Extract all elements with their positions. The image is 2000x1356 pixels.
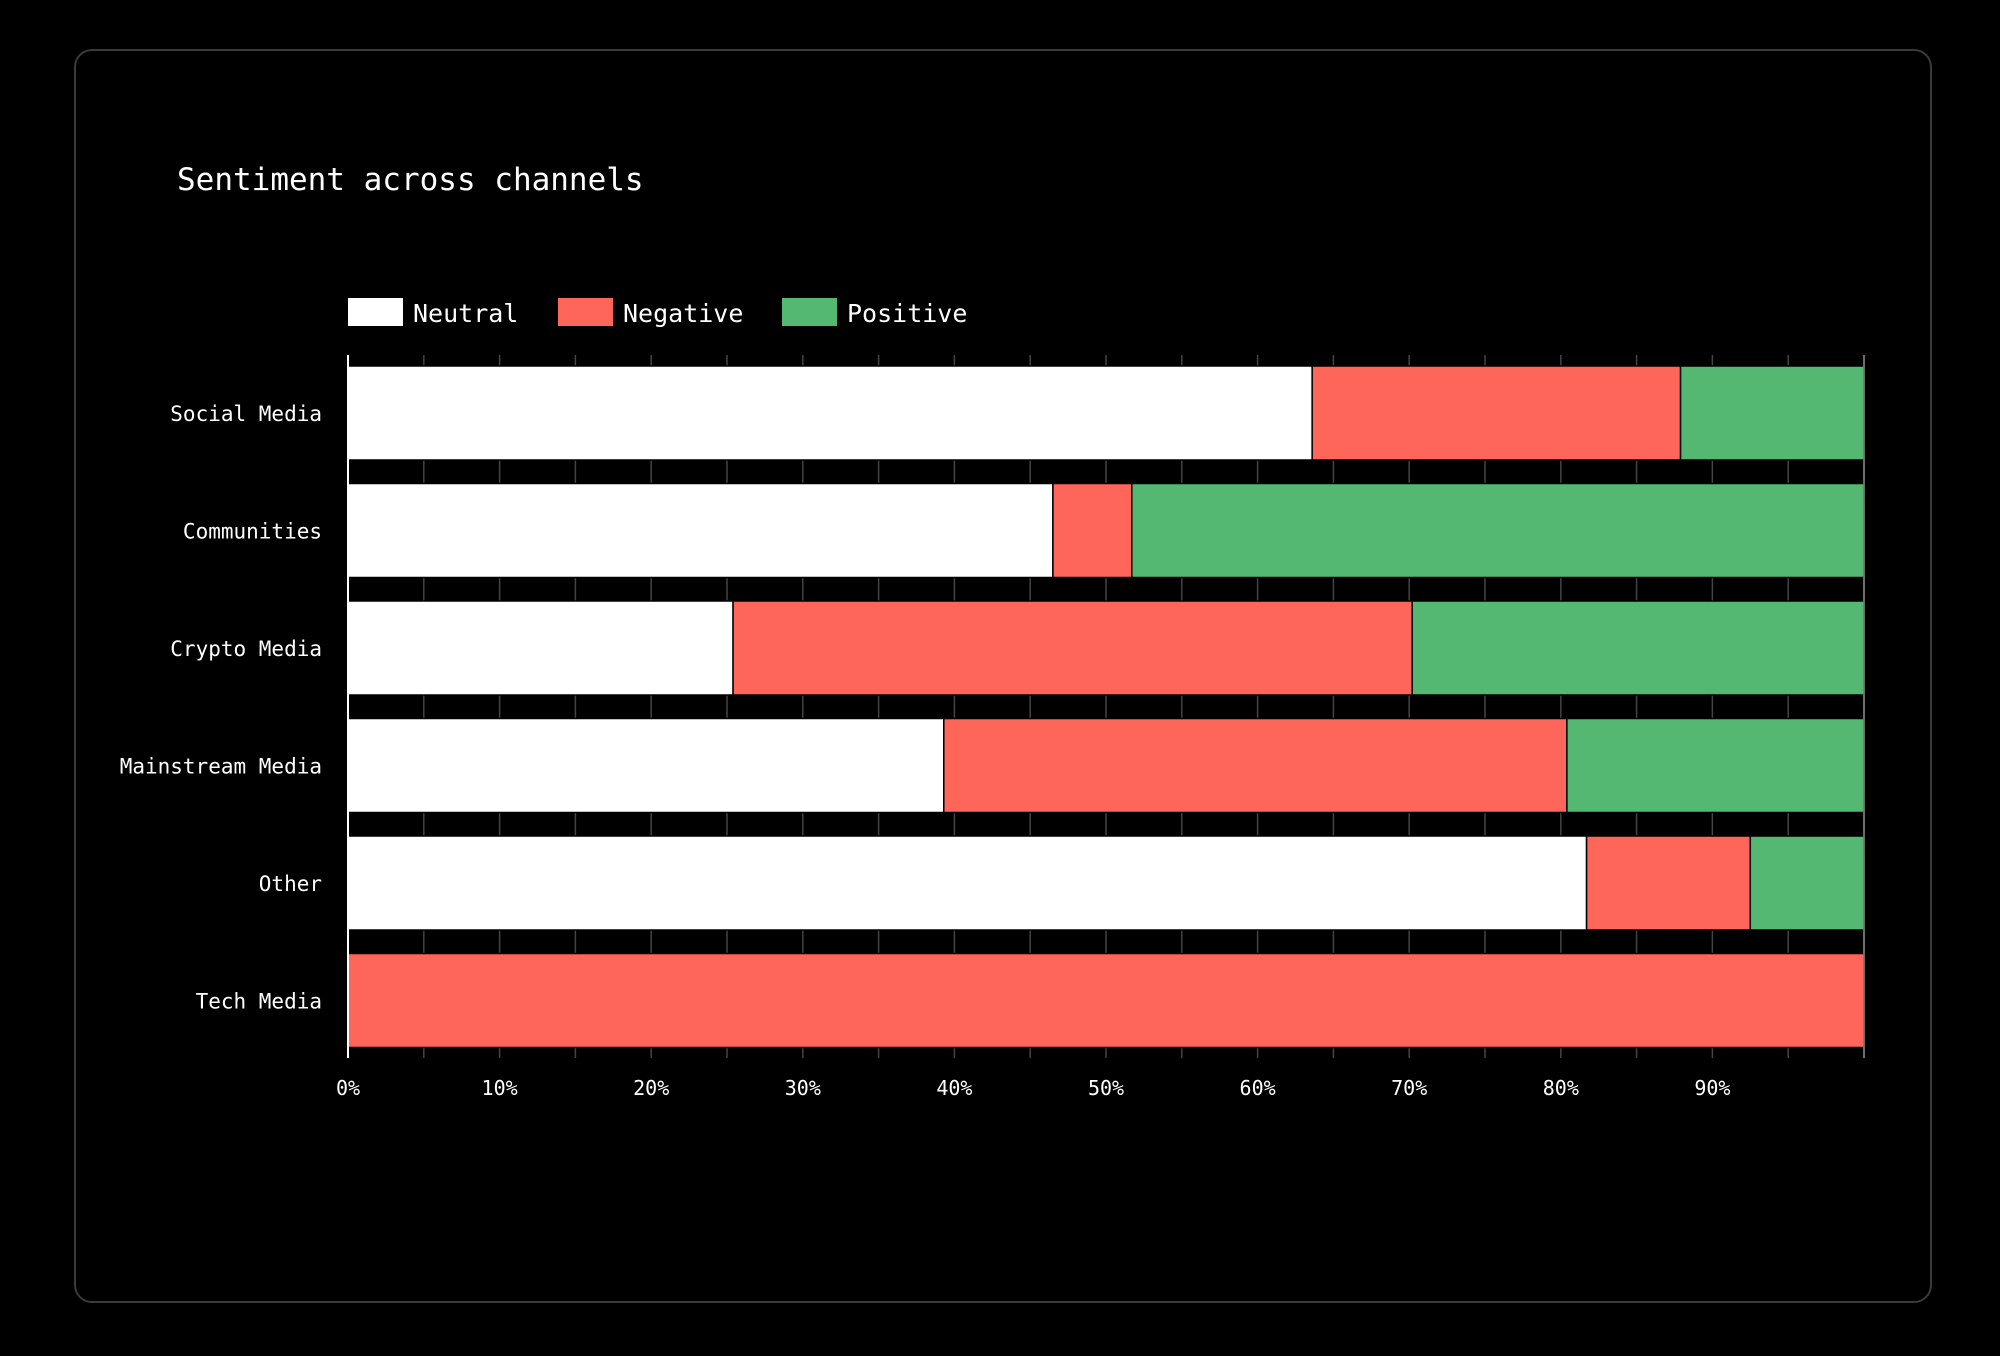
bar-segment-positive <box>1749 835 1865 931</box>
category-label: Communities <box>183 520 322 544</box>
x-tick-label: 10% <box>482 1076 518 1100</box>
bar-segment-neutral <box>347 717 945 814</box>
category-label: Crypto Media <box>170 637 322 661</box>
bar-segment-negative <box>1311 365 1682 461</box>
legend-swatch-positive <box>782 298 837 326</box>
bar-segment-neutral <box>347 482 1054 579</box>
bar-segment-neutral <box>347 600 734 696</box>
x-tick-label: 0% <box>336 1076 360 1100</box>
bar-segment-positive <box>1131 482 1865 579</box>
bar-segment-positive <box>1411 600 1865 696</box>
chart-title: Sentiment across channels <box>177 162 644 198</box>
chart-card <box>74 49 1932 1303</box>
x-tick-label: 90% <box>1694 1076 1730 1100</box>
x-tick-label: 40% <box>936 1076 972 1100</box>
bar-segment-negative <box>943 717 1568 814</box>
legend-label-neutral: Neutral <box>413 299 518 328</box>
bar-segment-negative <box>347 952 1865 1049</box>
x-tick-label: 20% <box>633 1076 669 1100</box>
bar-segment-positive <box>1566 717 1865 814</box>
x-tick-label: 70% <box>1391 1076 1427 1100</box>
category-label: Social Media <box>170 402 322 426</box>
category-label: Mainstream Media <box>120 755 322 779</box>
legend-swatch-neutral <box>348 298 403 326</box>
legend-label-positive: Positive <box>847 299 967 328</box>
category-label: Other <box>259 872 322 896</box>
x-tick-label: 80% <box>1543 1076 1579 1100</box>
category-label: Tech Media <box>196 990 322 1014</box>
legend-swatch-negative <box>558 298 613 326</box>
x-tick-label: 60% <box>1240 1076 1276 1100</box>
bar-segment-neutral <box>347 835 1588 931</box>
bar-segment-positive <box>1679 365 1865 461</box>
legend-label-negative: Negative <box>623 299 743 328</box>
x-tick-label: 50% <box>1088 1076 1124 1100</box>
bar-segment-negative <box>732 600 1413 696</box>
bar-segment-negative <box>1052 482 1133 579</box>
bar-segment-negative <box>1585 835 1752 931</box>
bar-segment-neutral <box>347 365 1313 461</box>
x-tick-label: 30% <box>785 1076 821 1100</box>
